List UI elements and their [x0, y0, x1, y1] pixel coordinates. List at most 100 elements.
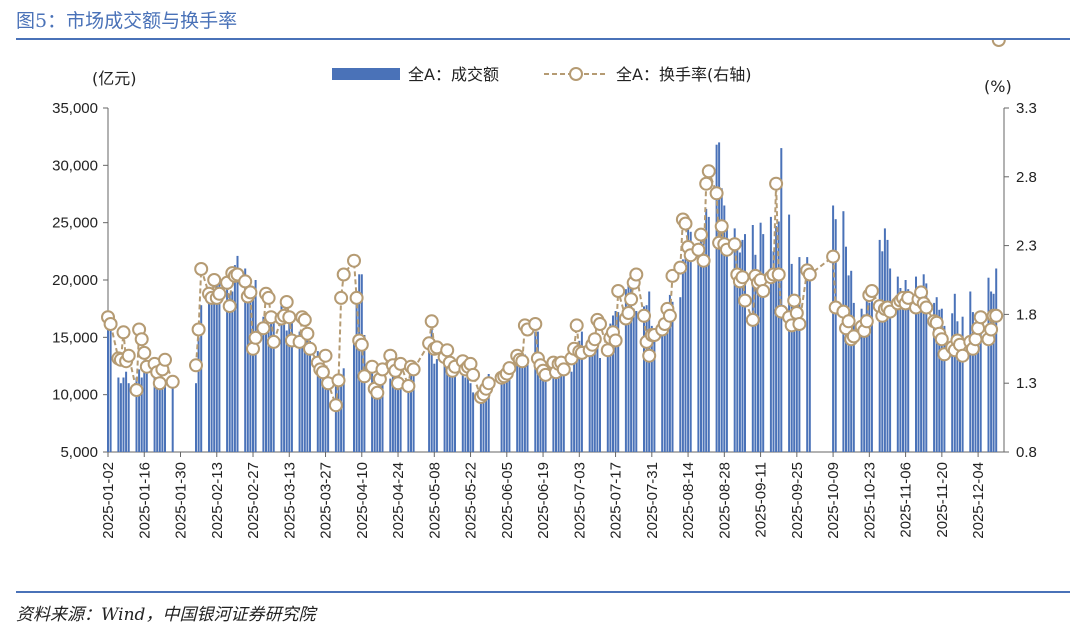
source-note: 资料来源：Wind，中国银河证券研究院	[16, 605, 316, 625]
turnover-value-bar	[472, 392, 475, 452]
turnover-value-bar	[536, 331, 539, 452]
turnover-value-bar	[138, 369, 141, 452]
turnover-rate-point	[349, 290, 364, 305]
turnover-value-bar	[410, 374, 412, 452]
turnover-value-bar	[793, 308, 796, 452]
turnover-value-bar	[920, 291, 923, 452]
turnover-value-bar	[573, 358, 576, 452]
turnover-value-bar	[617, 312, 620, 452]
turnover-value-bar	[938, 309, 941, 452]
turnover-rate-point	[243, 285, 258, 300]
turnover-rate-point	[973, 310, 988, 325]
turnover-value-bar	[156, 377, 159, 452]
turnover-value-bar	[832, 205, 835, 452]
turnover-rate-point	[134, 332, 149, 347]
turnover-value-bar	[648, 291, 651, 452]
turnover-value-bar	[614, 311, 617, 452]
turnover-value-bar	[907, 289, 910, 452]
turnover-value-bar	[707, 216, 710, 452]
turnover-value-bar	[397, 375, 399, 452]
turnover-value-bar	[430, 329, 433, 452]
turnover-value-bar	[795, 302, 798, 452]
turnover-value-bar	[464, 377, 467, 452]
turnover-rate-point	[370, 385, 385, 400]
turnover-value-bar	[806, 257, 809, 452]
turnover-rate-point	[515, 354, 530, 369]
turnover-value-bar	[624, 289, 627, 452]
turnover-value-bar	[943, 325, 946, 452]
turnover-value-bar	[482, 394, 485, 452]
turnover-value-bar	[951, 313, 954, 452]
turnover-value-bar	[433, 363, 436, 452]
turnover-rate-point	[673, 260, 688, 275]
left-tick-label: 35,000	[52, 100, 98, 117]
turnover-value-bar	[485, 383, 488, 452]
turnover-value-bar	[324, 371, 327, 452]
turnover-value-bar	[443, 351, 446, 452]
turnover-value-bar	[428, 351, 431, 452]
turnover-value-bar	[635, 311, 638, 452]
turnover-value-bar	[412, 366, 415, 452]
left-tick-label: 25,000	[52, 215, 98, 232]
turnover-value-bar	[218, 276, 221, 452]
turnover-value-bar	[283, 324, 286, 452]
turnover-value-bar	[557, 366, 560, 452]
turnover-value-bar	[389, 378, 392, 452]
x-tick-label: 2025-07-03	[571, 462, 588, 539]
turnover-value-bar	[560, 371, 563, 452]
x-tick-label: 2025-09-25	[789, 462, 806, 539]
turnover-rate-point	[569, 318, 584, 333]
turnover-value-bar	[715, 144, 718, 452]
turnover-value-bar	[363, 335, 366, 452]
turnover-rate-point	[266, 334, 281, 349]
turnover-value-bar	[407, 384, 410, 452]
turnover-value-bar	[596, 343, 599, 452]
turnover-value-bar	[521, 364, 524, 452]
turnover-value-bar	[953, 293, 956, 452]
x-tick-label: 2025-07-17	[608, 462, 625, 539]
turnover-value-bar	[990, 291, 993, 452]
turnover-rate-point	[354, 337, 369, 352]
turnover-value-bar	[117, 377, 120, 452]
turnover-value-bar	[723, 205, 726, 452]
turnover-value-bar	[469, 383, 472, 452]
turnover-value-bar	[684, 247, 687, 452]
turnover-value-bar	[342, 368, 345, 452]
turnover-value-bar	[630, 282, 633, 452]
turnover-value-bar	[319, 367, 322, 452]
turnover-series	[101, 40, 1006, 413]
turnover-value-bar	[265, 331, 267, 452]
turnover-value-bar	[977, 325, 980, 452]
turnover-value-bar	[881, 251, 884, 452]
left-tick-label: 30,000	[52, 157, 98, 174]
turnover-value-bar	[580, 331, 583, 452]
turnover-rate-point	[152, 376, 167, 391]
turnover-rate-point	[642, 348, 657, 363]
turnover-rate-point	[841, 314, 856, 329]
legend-line-label: 全A：换手率(右轴)	[616, 65, 751, 84]
turnover-rate-point	[989, 308, 1004, 323]
turnover-rate-point	[608, 333, 623, 348]
turnover-rate-point	[769, 176, 784, 191]
turnover-value-bar	[301, 331, 304, 452]
turnover-rate-point	[256, 321, 271, 336]
turnover-value-bar	[961, 316, 964, 452]
legend-bar-label: 全A：成交额	[408, 65, 499, 84]
turnover-rate-point	[826, 249, 841, 264]
x-tick-label: 2025-12-04	[970, 462, 987, 539]
x-tick-label: 2025-01-16	[136, 462, 153, 539]
turnover-value-bar	[940, 308, 943, 452]
turnover-rate-point	[696, 253, 711, 268]
left-axis-unit: (亿元)	[92, 69, 137, 88]
turnover-value-bar	[244, 268, 247, 452]
turnover-rate-point	[129, 383, 144, 398]
turnover-value-bar	[689, 231, 692, 452]
x-tick-label: 2025-04-24	[390, 462, 407, 539]
turnover-value-bar	[127, 383, 130, 452]
turnover-value-bar	[360, 274, 363, 452]
turnover-value-bar	[915, 276, 917, 452]
x-tick-label: 2025-11-06	[898, 462, 915, 538]
turnover-rate-point	[556, 362, 571, 377]
turnover-value-bar	[285, 330, 288, 452]
turnover-value-bar	[461, 367, 464, 452]
